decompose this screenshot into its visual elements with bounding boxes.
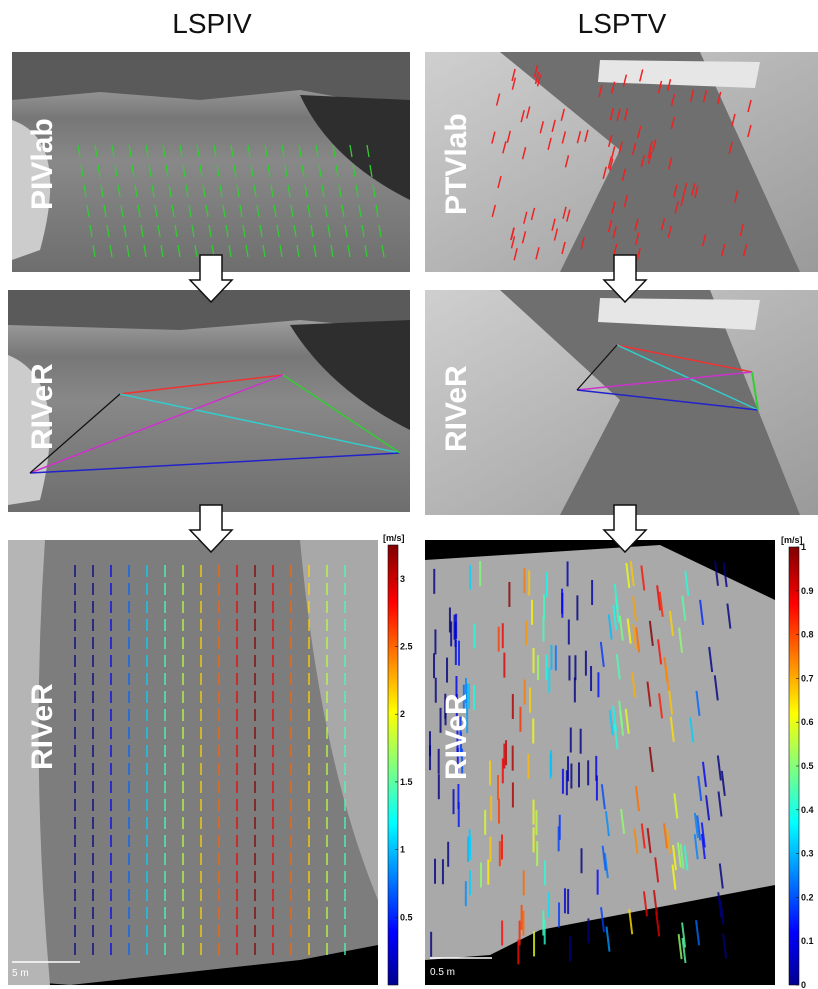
colorbar-tick-label: 3 xyxy=(400,574,405,584)
colorbar-tick-label: 0.2 xyxy=(801,892,814,902)
colorbar xyxy=(388,545,398,985)
column-title: LSPIV xyxy=(172,8,252,39)
colorbar-tick-label: 1.5 xyxy=(400,777,413,787)
scale-bar-label: 5 m xyxy=(12,968,29,979)
panel-label: RIVeR xyxy=(440,365,473,452)
column-title: LSPTV xyxy=(578,8,667,39)
colorbar-tick-label: 0.3 xyxy=(801,849,814,859)
scale-bar-label: 0.5 m xyxy=(430,967,455,978)
colorbar-tick-label: 0.6 xyxy=(801,717,814,727)
colorbar-unit: [m/s] xyxy=(383,533,405,543)
photo xyxy=(425,52,818,272)
photo xyxy=(425,290,818,515)
panel-label: RIVeR xyxy=(440,693,473,780)
colorbar-tick-label: 1 xyxy=(400,845,405,855)
panel-label: RIVeR xyxy=(26,683,59,770)
panel-label: PTVlab xyxy=(440,113,473,215)
photo: 0.5 m xyxy=(425,540,775,985)
photo: 5 m xyxy=(8,540,378,985)
figure: LSPIV LSPTV xyxy=(0,0,818,989)
colorbar-tick-label: 0 xyxy=(801,980,806,989)
colorbar-tick-label: 1 xyxy=(801,542,806,552)
colorbar-tick-label: 0.4 xyxy=(801,805,814,815)
colorbar-tick-label: 0.5 xyxy=(400,912,413,922)
panel-label: PIVlab xyxy=(26,118,59,210)
photo xyxy=(12,52,410,272)
colorbar-tick-label: 0.7 xyxy=(801,673,814,683)
colorbar-tick-label: 0.9 xyxy=(801,586,814,596)
colorbar-tick-label: 0.8 xyxy=(801,630,814,640)
colorbar-unit: [m/s] xyxy=(781,535,803,545)
panel-label: RIVeR xyxy=(26,363,59,450)
colorbar-tick-label: 0.5 xyxy=(801,761,814,771)
colorbar-tick-label: 0.1 xyxy=(801,936,814,946)
colorbar-tick-label: 2 xyxy=(400,709,405,719)
photo xyxy=(8,290,410,512)
colorbar-tick-label: 2.5 xyxy=(400,642,413,652)
